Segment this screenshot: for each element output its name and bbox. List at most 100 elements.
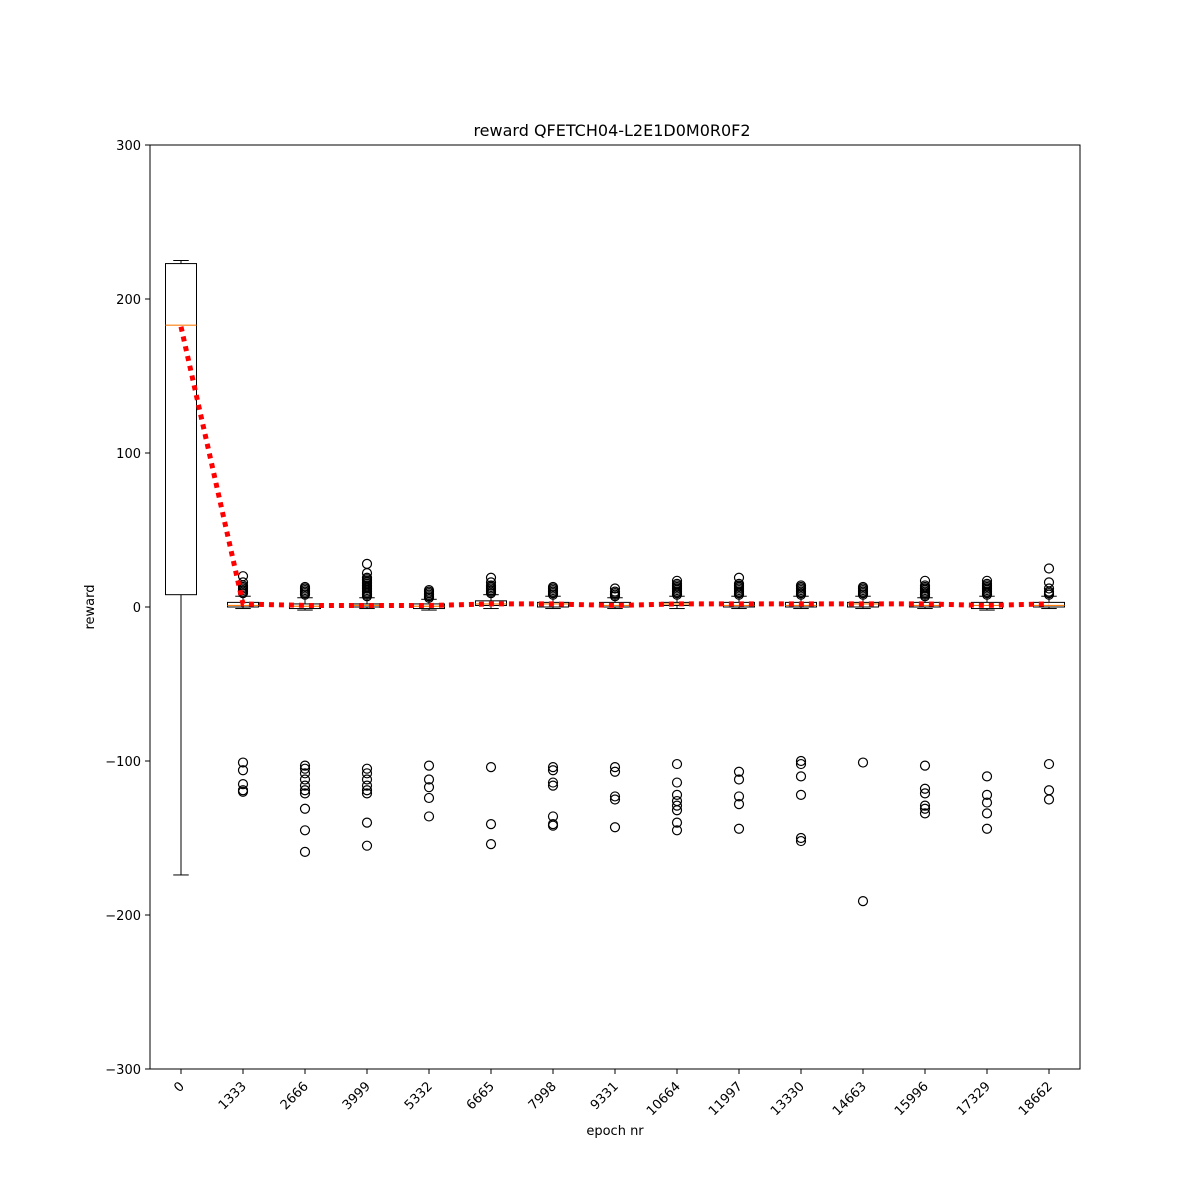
outlier-point xyxy=(547,581,559,593)
outlier-point xyxy=(485,580,497,591)
outlier-point xyxy=(733,799,745,810)
outlier-point xyxy=(423,811,435,822)
box-2666 xyxy=(289,581,321,857)
outlier-point xyxy=(485,577,497,588)
outlier-point xyxy=(361,763,373,774)
y-axis: 300 200 100 0 −100 −200 −300 xyxy=(105,139,150,1078)
outlier-point xyxy=(609,791,621,802)
outlier-point xyxy=(547,780,559,791)
outlier-point xyxy=(361,817,373,828)
y-tick-label: −300 xyxy=(105,1063,141,1078)
outlier-point xyxy=(919,800,931,811)
outlier-point xyxy=(919,783,931,794)
outlier-point xyxy=(671,817,683,828)
outlier-point xyxy=(361,840,373,851)
y-tick-label: −100 xyxy=(105,755,141,770)
outlier-point xyxy=(361,572,373,583)
y-tick-label: 0 xyxy=(133,601,141,616)
outlier-point xyxy=(671,825,683,836)
plot-area xyxy=(165,260,1065,907)
outlier-point xyxy=(547,762,559,773)
outlier-point xyxy=(1043,563,1055,574)
outlier-point xyxy=(237,765,249,776)
outlier-point xyxy=(857,581,869,593)
outlier-point xyxy=(547,765,559,776)
outlier-point xyxy=(361,558,373,569)
outlier-point xyxy=(671,800,683,811)
outlier-point xyxy=(547,820,559,831)
outlier-point xyxy=(299,774,311,785)
outlier-point xyxy=(981,575,993,586)
outlier-point xyxy=(299,825,311,836)
outlier-point xyxy=(299,581,311,593)
y-axis-label: reward xyxy=(83,584,98,629)
outlier-point xyxy=(671,758,683,770)
outlier-point xyxy=(981,808,993,819)
outlier-point xyxy=(733,823,745,834)
outlier-point xyxy=(671,777,683,788)
outlier-point xyxy=(795,758,807,770)
outlier-point xyxy=(857,896,869,907)
outlier-point xyxy=(981,789,993,800)
outlier-point xyxy=(733,791,745,802)
box-3999 xyxy=(351,558,383,851)
outlier-point xyxy=(733,578,745,590)
outlier-point xyxy=(981,771,993,782)
outlier-point xyxy=(423,792,435,804)
outlier-point xyxy=(299,768,311,779)
outlier-point xyxy=(609,794,621,805)
x-axis-label: epoch nr xyxy=(586,1124,644,1139)
outlier-point xyxy=(795,771,807,782)
outlier-point xyxy=(919,788,931,799)
outlier-point xyxy=(981,797,993,808)
box-14663 xyxy=(847,581,879,907)
outlier-point xyxy=(733,774,745,785)
outlier-point xyxy=(1043,583,1055,594)
outlier-point xyxy=(361,774,373,785)
outlier-point xyxy=(485,762,497,773)
box-13330 xyxy=(785,580,817,847)
outlier-point xyxy=(609,583,621,594)
outlier-point xyxy=(919,760,931,771)
outlier-point xyxy=(299,788,311,799)
y-tick-label: 300 xyxy=(116,139,141,154)
outlier-point xyxy=(361,780,373,791)
outlier-point xyxy=(609,766,621,777)
outlier-point xyxy=(795,755,807,767)
outlier-point xyxy=(795,789,807,800)
outlier-point xyxy=(919,808,931,819)
outlier-point xyxy=(1043,577,1055,588)
outlier-point xyxy=(919,803,931,814)
outlier-point xyxy=(485,572,497,583)
outlier-point xyxy=(423,760,435,771)
box-6665 xyxy=(475,572,507,850)
outlier-point xyxy=(299,846,311,857)
outlier-point xyxy=(485,819,497,830)
outlier-point xyxy=(733,572,745,583)
outlier-point xyxy=(733,766,745,777)
outlier-point xyxy=(795,835,807,847)
outlier-point xyxy=(423,584,435,596)
outlier-point xyxy=(361,768,373,779)
box-0 xyxy=(165,260,197,876)
outlier-point xyxy=(1043,758,1055,770)
y-tick-label: 100 xyxy=(116,447,141,462)
outlier-point xyxy=(299,760,311,771)
outlier-point xyxy=(299,803,311,814)
outlier-point xyxy=(299,763,311,774)
outlier-point xyxy=(919,580,931,591)
box-15996 xyxy=(909,575,941,819)
outlier-point xyxy=(1043,794,1055,805)
outlier-point xyxy=(485,839,497,850)
outlier-point xyxy=(299,785,311,796)
outlier-point xyxy=(919,575,931,586)
box-10664 xyxy=(661,575,693,836)
outlier-point xyxy=(857,757,869,768)
outlier-point xyxy=(547,777,559,788)
box-body xyxy=(165,263,197,596)
chart-title: reward QFETCH04-L2E1D0M0R0F2 xyxy=(473,121,750,140)
outlier-point xyxy=(299,780,311,791)
outlier-point xyxy=(237,757,249,768)
